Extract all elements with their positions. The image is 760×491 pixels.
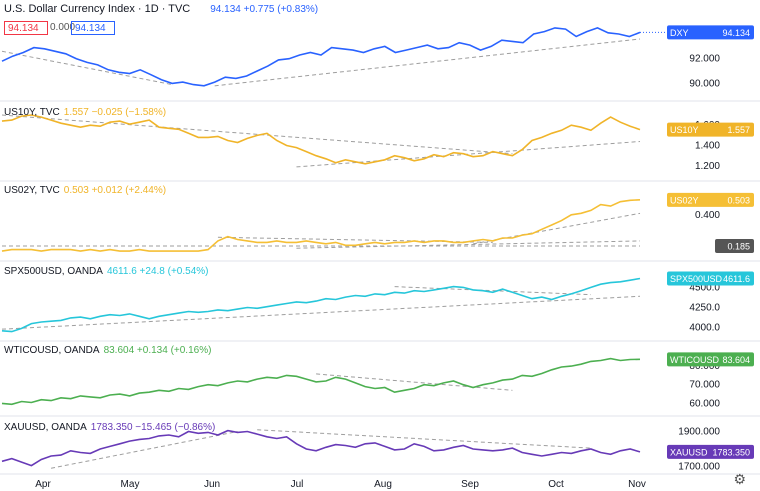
us02y-price-label-name: US02Y (670, 195, 699, 205)
spx-trend-line (394, 286, 591, 296)
xau-title: XAUUSD, OANDA (4, 422, 87, 433)
dxy-price-label-name: DXY (670, 28, 689, 38)
us10y-ytick-label: 1.400 (695, 141, 720, 152)
us10y-price-label-value: 1.557 (727, 125, 750, 135)
xau-legend-value: 1783.350 −15.465 (−0.86%) (90, 422, 216, 433)
spx-price-label-name: SPX500USD (670, 274, 723, 284)
xau-price-label-value: 1783.350 (712, 447, 750, 457)
time-axis-label: Apr (35, 479, 51, 490)
us02y-legend-value: 0.503 +0.012 (+2.44%) (63, 185, 167, 196)
us10y-price-label-name: US10Y (670, 125, 699, 135)
pane-header-dxy: U.S. Dollar Currency Index · 1D · TVC 94… (4, 3, 318, 15)
wti-price-label-name: WTICOUSD (670, 355, 719, 365)
us10y-price-label-bg (667, 122, 754, 137)
dxy-ytick-label: 92.000 (689, 54, 720, 65)
spx-series-line (1, 277, 641, 333)
wti-ytick-label: 80.000 (689, 361, 720, 372)
spx-trend-line (1, 295, 641, 330)
spx-ytick-label: 4250.0 (689, 303, 720, 314)
wti-trend-line (316, 373, 513, 391)
us10y-trend-line (1, 114, 513, 155)
xau-trend-line (50, 431, 238, 469)
dxy-ytick-label: 90.000 (689, 78, 720, 89)
us02y-extra-label-value: 0.185 (727, 242, 750, 252)
us02y-title: US02Y, TVC (4, 185, 60, 196)
us10y-series-line (1, 114, 641, 165)
xau-series-line (1, 429, 641, 467)
spx-ytick-label: 4500.0 (689, 282, 720, 293)
us02y-trend-line (217, 236, 493, 243)
pane-header-spx: SPX500USD, OANDA 4611.6 +24.8 (+0.54%) (4, 266, 209, 277)
xau-ytick-label: 1700.000 (678, 462, 720, 473)
time-axis-label: Nov (628, 479, 646, 490)
spx-price-label-bg (667, 271, 754, 286)
dxy-legend-value: 94.134 +0.775 (+0.83%) (210, 3, 319, 15)
us10y-title: US10Y, TVC (4, 107, 60, 118)
gear-icon[interactable]: ⚙ (733, 471, 746, 487)
dxy-trend-line (1, 50, 173, 86)
pane-header-us10y: US10Y, TVC 1.557 −0.025 (−1.58%) (4, 107, 166, 118)
us10y-legend-value: 1.557 −0.025 (−1.58%) (63, 107, 167, 118)
buy-price-box[interactable]: 94.134 (71, 21, 115, 35)
spread-value: 0.000 (50, 22, 76, 33)
us10y-ytick-label: 1.200 (695, 161, 720, 172)
wti-legend-value: 83.604 +0.134 (+0.16%) (103, 345, 212, 356)
time-axis-label: Aug (374, 479, 392, 490)
us02y-trend-line (296, 240, 641, 249)
wti-series-line (1, 357, 641, 406)
us02y-extra-label-bg (715, 239, 754, 254)
wti-title: WTICOUSD, OANDA (4, 345, 100, 356)
spx-legend-value: 4611.6 +24.8 (+0.54%) (106, 266, 209, 277)
us02y-price-label-bg (667, 192, 754, 207)
us02y-price-label-value: 0.503 (727, 195, 750, 205)
dxy-price-label-bg (667, 25, 754, 40)
pane-header-xau: XAUUSD, OANDA 1783.350 −15.465 (−0.86%) (4, 422, 215, 433)
time-axis-label: May (121, 479, 140, 490)
xau-price-label-name: XAUUSD (670, 447, 708, 457)
time-axis-label: Jun (204, 479, 220, 490)
dxy-series-line (1, 27, 641, 87)
dxy-trend-line (214, 38, 641, 87)
us02y-series-line (1, 199, 641, 252)
pane-header-wti: WTICOUSD, OANDA 83.604 +0.134 (+0.16%) (4, 345, 211, 356)
us10y-trend-line (296, 140, 641, 168)
wti-price-label-bg (667, 352, 754, 367)
xau-ytick-label: 1900.000 (678, 427, 720, 438)
wti-ytick-label: 70.000 (689, 380, 720, 391)
time-axis-label: Jul (291, 479, 304, 490)
dxy-price-label-value: 94.134 (722, 28, 750, 38)
wti-ytick-label: 60.000 (689, 398, 720, 409)
spx-title: SPX500USD, OANDA (4, 266, 103, 277)
us02y-ytick-label: 0.400 (695, 210, 720, 221)
wti-price-label-value: 83.604 (722, 355, 750, 365)
spx-price-label-value: 4611.6 (723, 274, 750, 284)
time-axis-label: Sep (461, 479, 479, 490)
xau-trend-line (257, 429, 591, 449)
pane-header-us02y: US02Y, TVC 0.503 +0.012 (+2.44%) (4, 185, 166, 196)
dxy-title: U.S. Dollar Currency Index · 1D · TVC (4, 3, 191, 15)
xau-price-label-bg (667, 444, 754, 459)
sell-price-box[interactable]: 94.134 (4, 21, 48, 35)
spx-ytick-label: 4000.0 (689, 323, 720, 334)
time-axis-label: Oct (548, 479, 564, 490)
